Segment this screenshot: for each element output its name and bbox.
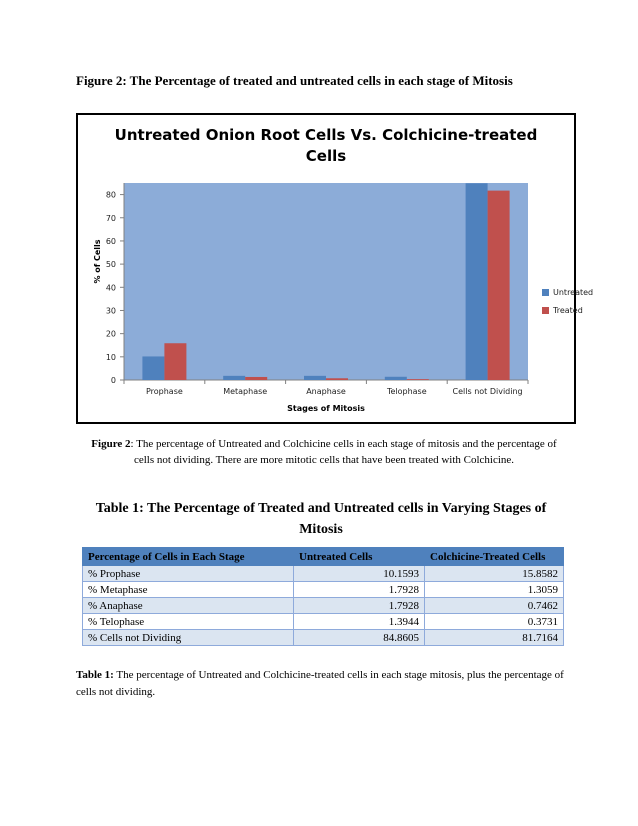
table-header-untreated: Untreated Cells <box>293 547 425 566</box>
figure-caption-text: : The percentage of Untreated and Colchi… <box>130 438 557 466</box>
bar-untreated <box>142 356 165 380</box>
plot-area <box>124 183 528 380</box>
figure-heading: Figure 2: The Percentage of treated and … <box>76 73 513 88</box>
table-cell-treated: 1.3059 <box>424 581 564 598</box>
table-cell-untreated: 1.3944 <box>293 613 425 630</box>
figure-caption: Figure 2: The percentage of Untreated an… <box>84 436 564 468</box>
chart-frame: Untreated Onion Root Cells Vs. Colchicin… <box>76 113 593 424</box>
chart-title: Untreated Onion Root Cells Vs. Colchicin… <box>78 125 574 167</box>
table-cell-untreated: 1.7928 <box>293 597 425 614</box>
table-cell-stage: % Prophase <box>82 565 294 582</box>
table-cell-treated: 15.8582 <box>424 565 564 582</box>
x-tick-label: Prophase <box>146 387 183 396</box>
x-tick-label: Telophase <box>386 387 427 396</box>
table-cell-stage: % Metaphase <box>82 581 294 598</box>
table-row: % Anaphase 1.7928 0.7462 <box>82 597 564 614</box>
bar-treated <box>406 379 429 380</box>
table-row: % Metaphase 1.7928 1.3059 <box>82 581 564 598</box>
table-caption: Table 1: The percentage of Untreated and… <box>76 667 566 701</box>
table-caption-label: Table 1: <box>76 669 114 681</box>
table-cell-treated: 0.7462 <box>424 597 564 614</box>
y-tick-label: 30 <box>106 306 116 315</box>
table-cell-untreated: 84.8605 <box>293 629 425 646</box>
legend-swatch <box>542 306 549 314</box>
x-axis-label: Stages of Mitosis <box>287 404 365 413</box>
legend-item: Untreated <box>542 283 593 301</box>
chart-legend: Untreated Treated <box>542 283 593 319</box>
y-axis-label: % of Cells <box>93 239 102 283</box>
data-table: Percentage of Cells in Each Stage Untrea… <box>82 547 564 646</box>
y-tick-label: 50 <box>106 260 116 269</box>
bar-chart: 0 10 20 30 40 50 60 70 80 Prophase Metaphase Anapha… <box>93 183 529 413</box>
bar-untreated <box>223 375 246 380</box>
bar-treated <box>164 343 187 380</box>
y-tick-label: 20 <box>106 330 116 339</box>
table-cell-untreated: 1.7928 <box>293 581 425 598</box>
table-header-row: Percentage of Cells in Each Stage Untrea… <box>82 547 564 566</box>
bar-treated <box>245 376 268 380</box>
bar-untreated <box>304 375 326 380</box>
table-header-stage: Percentage of Cells in Each Stage <box>82 547 294 566</box>
legend-item: Treated <box>542 301 593 319</box>
y-tick-label: 60 <box>106 237 116 246</box>
table-caption-text: The percentage of Untreated and Colchici… <box>76 669 564 698</box>
legend-label: Treated <box>553 305 583 315</box>
table-cell-treated: 81.7164 <box>424 629 564 646</box>
x-tick-label: Metaphase <box>223 387 267 396</box>
table-cell-stage: % Cells not Dividing <box>82 629 294 646</box>
y-tick-label: 10 <box>106 353 116 362</box>
y-tick-label: 0 <box>111 376 116 385</box>
legend-label: Untreated <box>553 287 594 297</box>
table-row: % Prophase 10.1593 15.8582 <box>82 565 564 582</box>
table-cell-stage: % Anaphase <box>82 597 294 614</box>
table-cell-untreated: 10.1593 <box>293 565 425 582</box>
table-row: % Telophase 1.3944 0.3731 <box>82 613 564 630</box>
bar-untreated <box>465 183 488 380</box>
x-tick-label: Cells not Dividing <box>453 387 523 396</box>
table-row: % Cells not Dividing 84.8605 81.7164 <box>82 629 564 646</box>
y-tick-label: 80 <box>106 191 116 200</box>
chart-title-line-1: Untreated Onion Root Cells Vs. Colchicin… <box>114 126 538 144</box>
y-tick-label: 70 <box>106 214 116 223</box>
table-header-treated: Colchicine-Treated Cells <box>424 547 564 566</box>
table-cell-stage: % Telophase <box>82 613 294 630</box>
table-cell-treated: 0.3731 <box>424 613 564 630</box>
table-heading: Table 1: The Percentage of Treated and U… <box>95 501 547 537</box>
bar-treated <box>487 190 510 380</box>
bar-treated <box>326 378 348 380</box>
x-tick-label: Anaphase <box>306 387 346 396</box>
chart-title-line-2: Cells <box>305 147 347 165</box>
y-tick-label: 40 <box>106 283 116 292</box>
legend-swatch <box>542 288 549 296</box>
bar-untreated <box>384 376 407 380</box>
figure-caption-label: Figure 2 <box>91 438 131 450</box>
